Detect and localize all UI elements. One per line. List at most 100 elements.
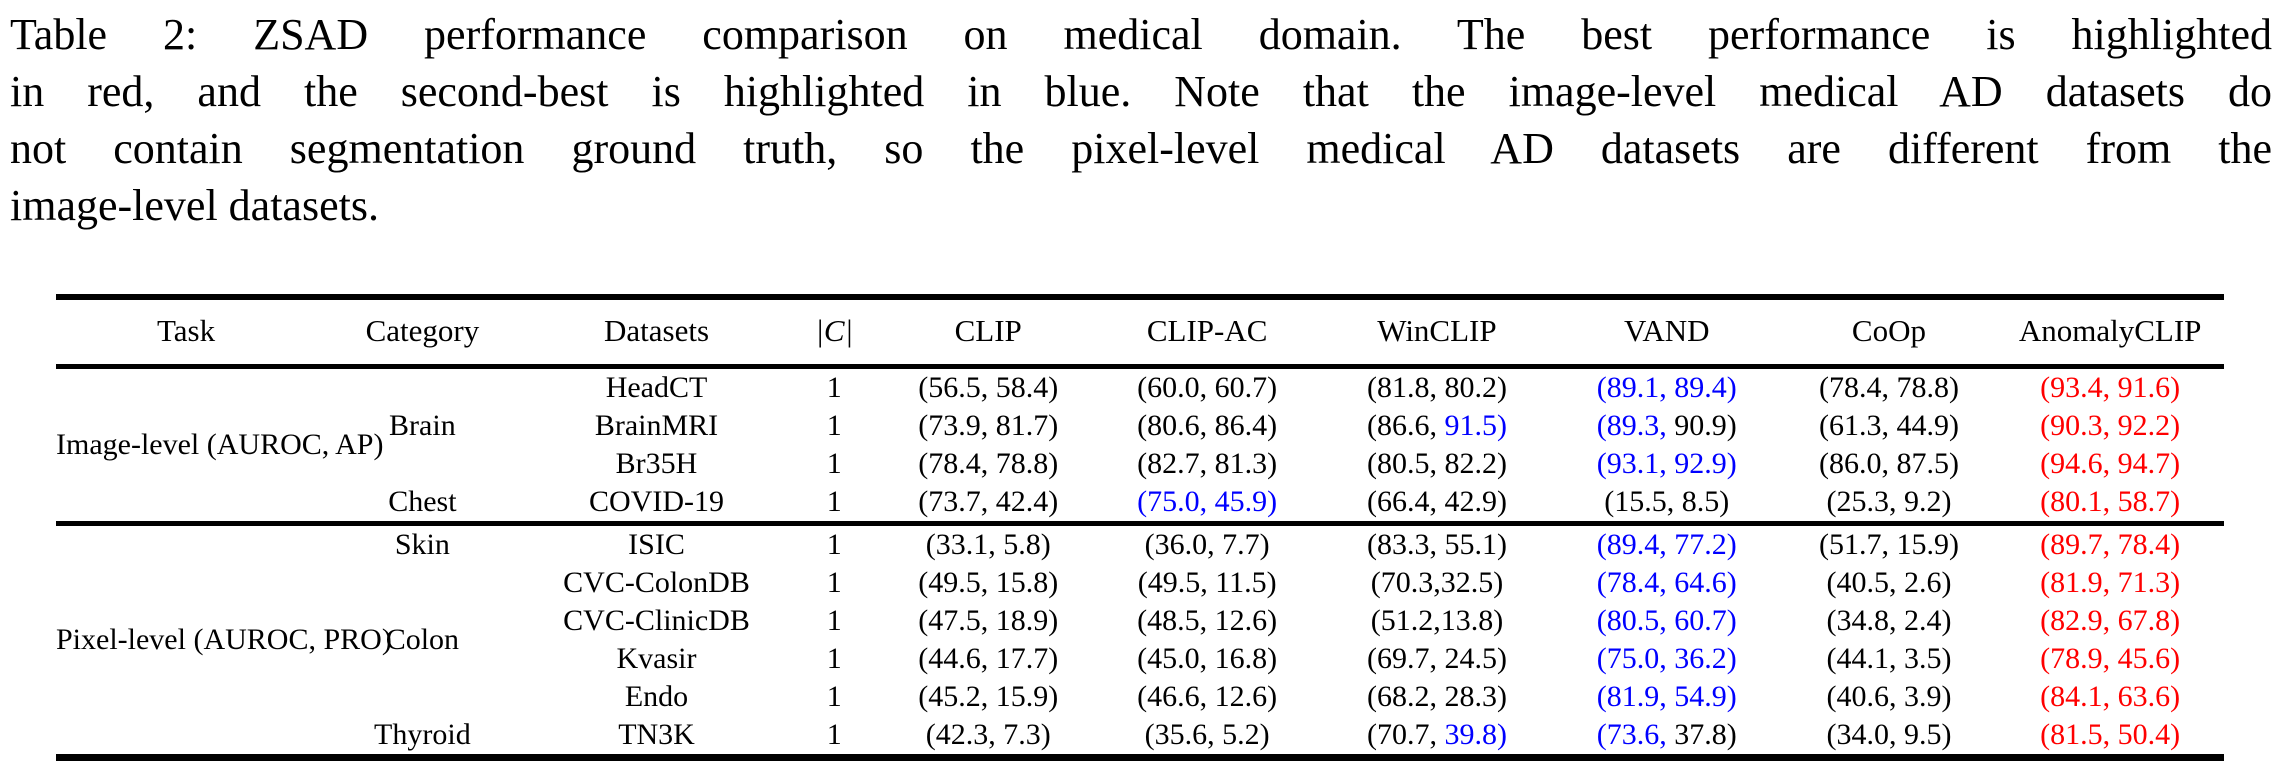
score-left: (83.3, [1366, 528, 1445, 561]
dataset-cell: Kvasir [616, 642, 697, 675]
column-header-datasets: Datasets [528, 297, 785, 369]
score-cell-clip-ac: (45.0, 16.8) [1092, 640, 1322, 678]
score-right: 45.9) [1214, 485, 1278, 518]
score-left: (81.9, [1596, 680, 1675, 713]
class-count-cell: 1 [826, 604, 842, 637]
score-right: 94.7) [2117, 447, 2181, 480]
score-cell-vand: (78.4, 64.6) [1552, 564, 1782, 602]
score-cell-anomalyclip: (82.9, 67.8) [1996, 602, 2224, 640]
dataset-cell: CVC-ColonDB [563, 566, 750, 599]
dataset-cell: CVC-ClinicDB [563, 604, 750, 637]
score-right: 2.4) [1903, 604, 1952, 637]
score-left: (78.4, [918, 447, 996, 480]
score-right: 92.9) [1674, 447, 1737, 480]
score-left: (73.9, [918, 409, 996, 442]
score-right: 3.9) [1903, 680, 1952, 713]
score-right: 78.8) [995, 447, 1059, 480]
score-left: (73.7, [918, 485, 996, 518]
score-left: (49.5, [918, 566, 996, 599]
score-left: (66.4, [1366, 485, 1445, 518]
score-cell-clip: (44.6, 17.7) [884, 640, 1092, 678]
table-row: Br35H 1 (78.4, 78.8) (82.7, 81.3) (80.5, 82.… [56, 445, 2224, 483]
table-header: Task Category Datasets |C| CLIP CLIP-AC WinCLI… [56, 297, 2224, 369]
score-cell-clip: (45.2, 15.9) [884, 678, 1092, 716]
score-right: 91.5) [1444, 409, 1507, 442]
header-row: Task Category Datasets |C| CLIP CLIP-AC WinCLI… [56, 297, 2224, 369]
score-left: (80.6, [1137, 409, 1215, 442]
column-header-winclip: WinCLIP [1322, 297, 1552, 369]
score-right: 80.2) [1444, 371, 1507, 404]
score-cell-winclip: (86.6, 91.5) [1322, 407, 1552, 445]
score-right: 12.6) [1214, 680, 1278, 713]
table-row: CVC-ClinicDB 1 (47.5, 18.9) (48.5, 12.6) (51… [56, 602, 2224, 640]
score-left: (78.4, [1596, 566, 1675, 599]
score-cell-anomalyclip: (80.1, 58.7) [1996, 483, 2224, 524]
score-left: (61.3, [1818, 409, 1897, 442]
score-cell-winclip: (68.2, 28.3) [1322, 678, 1552, 716]
table-row: Kvasir 1 (44.6, 17.7) (45.0, 16.8) (69.7, 24… [56, 640, 2224, 678]
score-left: (45.2, [918, 680, 996, 713]
score-right: 58.7) [2117, 485, 2181, 518]
score-right: 90.9) [1674, 409, 1737, 442]
score-cell-clip: (49.5, 15.8) [884, 564, 1092, 602]
score-right: 37.8) [1674, 718, 1737, 751]
score-cell-clip-ac: (46.6, 12.6) [1092, 678, 1322, 716]
score-left: (86.6, [1366, 409, 1445, 442]
score-cell-coop: (34.0, 9.5) [1782, 716, 1997, 758]
table-caption: Table 2: ZSAD performance comparison on … [0, 0, 2280, 234]
class-count-cell: 1 [826, 371, 842, 404]
class-count-cell: 1 [826, 409, 842, 442]
score-right: 15.9) [995, 680, 1059, 713]
table-row: BrainMRI 1 (73.9, 81.7) (80.6, 86.4) (86.6, … [56, 407, 2224, 445]
score-left: (15.5, [1604, 485, 1682, 518]
score-right: 8.5) [1681, 485, 1730, 518]
caption-line: Table 2: ZSAD performance comparison on … [10, 10, 2272, 59]
score-cell-clip: (73.7, 42.4) [884, 483, 1092, 524]
column-header-clip-ac: CLIP-AC [1092, 297, 1323, 369]
score-right: 42.9) [1444, 485, 1507, 518]
score-cell-winclip: (70.3,32.5) [1322, 564, 1552, 602]
score-cell-clip-ac: (60.0, 60.7) [1092, 367, 1322, 408]
score-left: (40.5, [1826, 566, 1904, 599]
score-right: 42.4) [995, 485, 1059, 518]
score-right: 45.6) [2117, 642, 2181, 675]
score-cell-clip-ac: (35.6, 5.2) [1092, 716, 1322, 758]
results-table: Task Category Datasets |C| CLIP CLIP-AC WinCLI… [56, 294, 2224, 761]
score-left: (70.7, [1366, 718, 1445, 751]
column-header-task: Task [56, 297, 317, 369]
score-left: (33.1, [925, 528, 1004, 561]
score-cell-anomalyclip: (84.1, 63.6) [1996, 678, 2224, 716]
score-cell-anomalyclip: (89.7, 78.4) [1996, 521, 2224, 564]
dataset-cell: TN3K [618, 718, 695, 751]
score-cell-clip-ac: (82.7, 81.3) [1092, 445, 1322, 483]
score-right: 15.9) [1896, 528, 1959, 561]
score-left: (25.3, [1826, 485, 1904, 518]
score-right: 92.2) [2117, 409, 2181, 442]
score-left: (60.0, [1137, 371, 1215, 404]
dataset-cell: COVID-19 [589, 485, 725, 518]
score-cell-clip: (42.3, 7.3) [884, 716, 1092, 758]
score-left: (82.7, [1137, 447, 1215, 480]
score-left: (89.7, [2040, 528, 2118, 561]
score-right: 9.2) [1903, 485, 1952, 518]
score-left: (73.6, [1596, 718, 1675, 751]
score-right: 11.5) [1215, 566, 1277, 599]
score-right: 78.8) [1896, 371, 1959, 404]
score-left: (34.0, [1826, 718, 1904, 751]
score-cell-vand: (81.9, 54.9) [1552, 678, 1782, 716]
score-right: 71.3) [2117, 566, 2181, 599]
score-left: (40.6, [1826, 680, 1904, 713]
score-right: 7.3) [1003, 718, 1051, 751]
table-row: Pixel-level (AUROC, PRO) Skin ISIC 1 (33.1, … [56, 521, 2224, 758]
caption-line: image-level datasets. [10, 181, 379, 230]
score-right: 9.5) [1903, 718, 1952, 751]
column-header-clip: CLIP [884, 297, 1093, 369]
score-right: 7.7) [1222, 528, 1270, 561]
score-right: 60.7) [1674, 604, 1737, 637]
score-right: 15.8) [995, 566, 1059, 599]
score-right: 44.9) [1896, 409, 1959, 442]
class-count-cell: 1 [784, 521, 885, 564]
table-body: Image-level (AUROC, AP) Brain HeadCT 1 (56.5… [56, 367, 2224, 758]
table-row: Colon CVC-ColonDB 1 (49.5, 15.8) (49.5, 11.5… [56, 564, 2224, 656]
score-cell-coop: (40.5, 2.6) [1782, 564, 1997, 602]
